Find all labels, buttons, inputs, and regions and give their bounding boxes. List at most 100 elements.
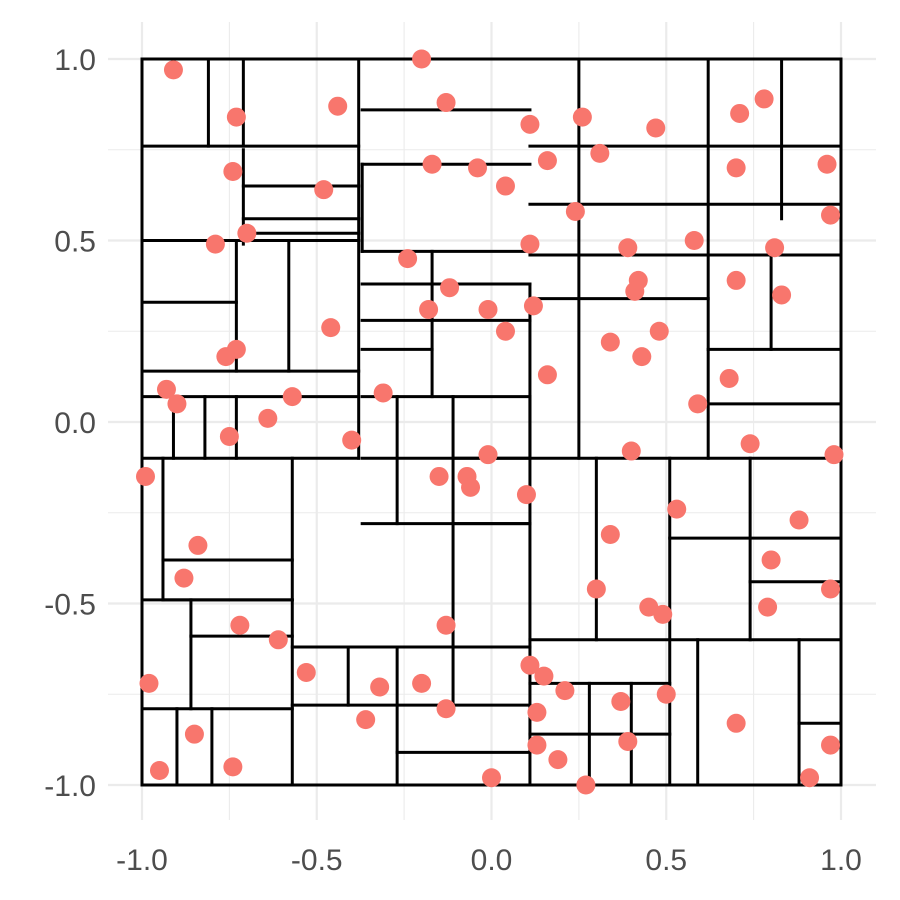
data-point bbox=[639, 597, 659, 617]
data-point bbox=[726, 270, 746, 290]
data-point bbox=[436, 699, 456, 719]
data-point bbox=[149, 760, 169, 780]
data-point bbox=[440, 278, 460, 298]
data-point bbox=[422, 154, 442, 174]
data-point bbox=[740, 434, 760, 454]
data-point bbox=[758, 597, 778, 617]
data-point bbox=[534, 666, 554, 686]
data-point bbox=[520, 114, 540, 134]
data-point bbox=[139, 673, 159, 693]
data-point bbox=[429, 466, 449, 486]
data-point bbox=[824, 445, 844, 465]
data-point bbox=[688, 394, 708, 414]
data-point bbox=[419, 299, 439, 319]
data-point bbox=[600, 525, 620, 545]
data-point bbox=[282, 387, 302, 407]
data-point bbox=[398, 249, 418, 269]
data-point bbox=[495, 321, 515, 341]
partition-lines bbox=[140, 57, 843, 787]
data-point bbox=[216, 347, 236, 367]
data-point bbox=[576, 775, 596, 795]
data-point bbox=[618, 731, 638, 751]
data-point bbox=[516, 485, 536, 505]
data-point bbox=[184, 724, 204, 744]
data-point bbox=[321, 318, 341, 338]
data-point bbox=[342, 430, 362, 450]
data-point bbox=[618, 238, 638, 258]
data-point bbox=[219, 427, 239, 447]
data-point bbox=[821, 205, 841, 225]
data-point bbox=[226, 107, 246, 127]
data-point bbox=[527, 702, 547, 722]
data-point bbox=[478, 299, 498, 319]
data-point bbox=[258, 408, 278, 428]
data-point bbox=[621, 441, 641, 461]
data-point bbox=[537, 365, 557, 385]
data-point bbox=[520, 234, 540, 254]
data-point bbox=[520, 655, 540, 675]
data-point bbox=[296, 662, 316, 682]
data-point bbox=[167, 394, 187, 414]
data-point bbox=[328, 96, 348, 116]
x-axis-ticks: -1.0 -0.5 0.0 0.5 1.0 bbox=[116, 844, 862, 877]
scatter-points bbox=[135, 49, 844, 795]
data-point bbox=[237, 223, 257, 243]
data-point bbox=[565, 201, 585, 221]
data-point bbox=[625, 281, 645, 301]
data-point bbox=[800, 768, 820, 788]
data-point bbox=[572, 107, 592, 127]
data-point bbox=[649, 321, 669, 341]
data-point bbox=[537, 151, 557, 171]
data-point bbox=[370, 677, 390, 697]
data-point bbox=[156, 379, 176, 399]
data-point bbox=[163, 60, 183, 80]
data-point bbox=[373, 383, 393, 403]
data-point bbox=[478, 445, 498, 465]
data-point bbox=[789, 510, 809, 530]
data-point bbox=[761, 550, 781, 570]
data-point bbox=[223, 757, 243, 777]
data-point bbox=[495, 176, 515, 196]
y-tick-label: 1.0 bbox=[54, 44, 96, 77]
data-point bbox=[632, 347, 652, 367]
data-point bbox=[653, 604, 673, 624]
data-point bbox=[523, 296, 543, 316]
y-tick-label: -1.0 bbox=[44, 770, 96, 803]
x-tick-label: 0.0 bbox=[471, 844, 513, 877]
data-point bbox=[719, 368, 739, 388]
x-tick-label: -1.0 bbox=[116, 844, 168, 877]
data-point bbox=[461, 477, 481, 497]
data-point bbox=[174, 568, 194, 588]
data-point bbox=[314, 180, 334, 200]
x-tick-label: 1.0 bbox=[820, 844, 862, 877]
data-point bbox=[548, 750, 568, 770]
data-point bbox=[656, 684, 676, 704]
x-tick-label: 0.5 bbox=[645, 844, 687, 877]
data-point bbox=[600, 332, 620, 352]
data-point bbox=[436, 615, 456, 635]
y-axis-ticks: -1.0 -0.5 0.0 0.5 1.0 bbox=[44, 44, 96, 803]
data-point bbox=[482, 768, 501, 788]
data-point bbox=[821, 579, 841, 599]
data-point bbox=[468, 158, 488, 178]
data-point bbox=[817, 154, 837, 174]
x-tick-label: -0.5 bbox=[291, 844, 343, 877]
y-tick-label: -0.5 bbox=[44, 589, 96, 622]
data-point bbox=[684, 231, 704, 250]
data-point bbox=[611, 692, 631, 712]
data-point bbox=[726, 158, 746, 178]
y-tick-label: 0.0 bbox=[54, 407, 96, 440]
data-point bbox=[646, 118, 666, 138]
data-point bbox=[586, 579, 606, 599]
y-tick-label: 0.5 bbox=[54, 226, 96, 259]
data-point bbox=[765, 238, 785, 258]
data-point bbox=[436, 93, 456, 113]
data-point bbox=[230, 615, 250, 635]
data-point bbox=[772, 285, 792, 305]
data-point bbox=[590, 143, 610, 163]
data-point bbox=[726, 713, 746, 733]
data-point bbox=[356, 710, 376, 730]
data-point bbox=[412, 673, 432, 693]
